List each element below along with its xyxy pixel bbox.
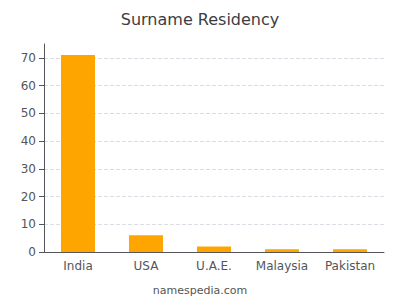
svg-text:Surname Residency: Surname Residency [121,10,279,29]
svg-text:Malaysia: Malaysia [256,259,308,273]
svg-text:U.A.E.: U.A.E. [196,259,232,273]
svg-text:USA: USA [134,259,160,273]
svg-text:40: 40 [21,134,36,148]
svg-text:0: 0 [28,245,36,259]
svg-text:60: 60 [21,79,36,93]
svg-text:India: India [63,259,92,273]
svg-text:Pakistan: Pakistan [325,259,375,273]
svg-text:70: 70 [21,51,36,65]
svg-text:10: 10 [21,217,36,231]
svg-text:50: 50 [21,106,36,120]
svg-text:30: 30 [21,162,36,176]
svg-text:20: 20 [21,190,36,204]
svg-text:namespedia.com: namespedia.com [153,284,247,297]
